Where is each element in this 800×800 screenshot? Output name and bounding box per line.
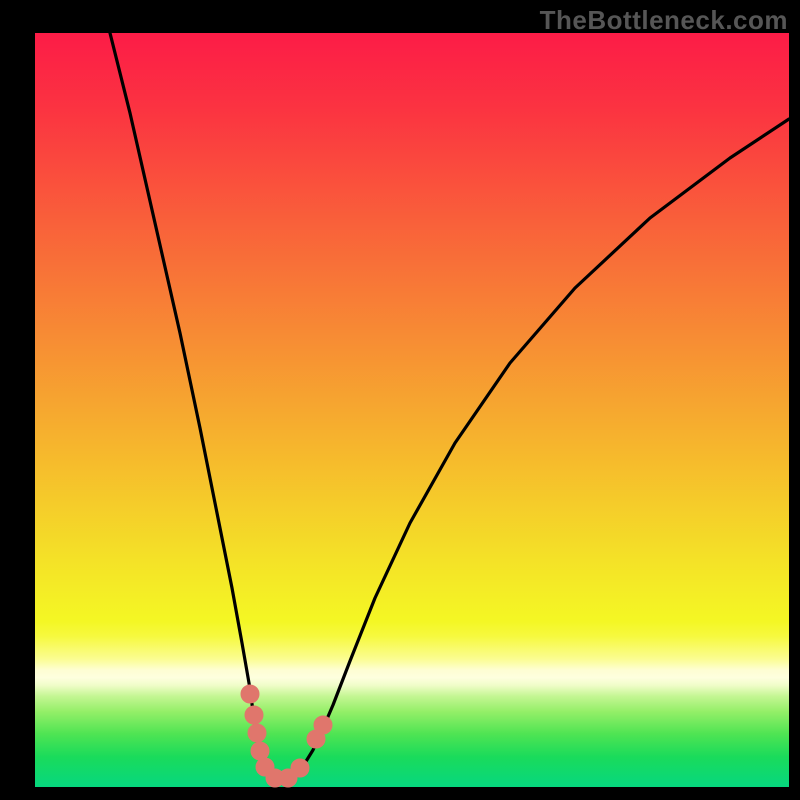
chart-canvas: TheBottleneck.com bbox=[0, 0, 800, 800]
watermark-text: TheBottleneck.com bbox=[540, 5, 788, 36]
plot-area bbox=[35, 33, 789, 787]
